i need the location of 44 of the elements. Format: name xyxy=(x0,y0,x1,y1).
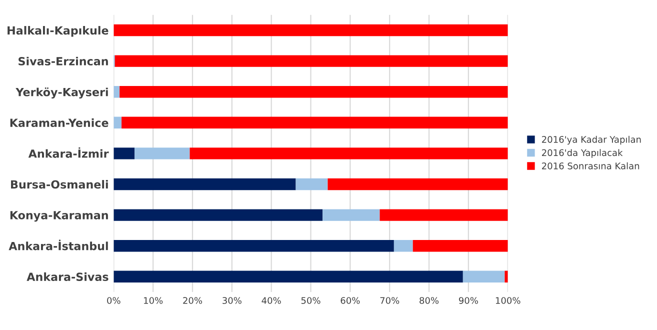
y-tick-label: Ankara-İstanbul xyxy=(8,240,108,250)
x-tick-label: 80% xyxy=(420,297,439,304)
x-tick-label: 90% xyxy=(458,297,478,304)
legend-label: 2016 Sonrasına Kalan xyxy=(542,162,640,170)
bar xyxy=(380,209,508,221)
bar xyxy=(114,55,508,67)
bar xyxy=(122,116,508,128)
x-tick-label: 30% xyxy=(222,297,242,304)
y-tick-label: Sivas-Erzincan xyxy=(18,56,108,66)
bar xyxy=(296,178,328,190)
x-tick-label: 60% xyxy=(340,297,360,304)
bar xyxy=(504,270,508,282)
y-tick-label: Bursa-Osmaneli xyxy=(11,180,108,189)
bar xyxy=(114,240,394,252)
x-tick-label: 10% xyxy=(144,297,163,304)
bar xyxy=(114,24,508,36)
bar xyxy=(412,240,508,252)
bar xyxy=(394,240,413,252)
y-tick-label: Karaman-Yenice xyxy=(10,118,108,128)
y-tick-label: Ankara-İzmir xyxy=(28,147,109,158)
legend-label: 2016'ya Kadar Yapılan xyxy=(542,136,641,145)
x-tick-label: 100% xyxy=(496,297,520,304)
bar xyxy=(134,148,190,160)
bar xyxy=(120,86,508,98)
y-tick-label: Halkalı-Kapıkule xyxy=(8,26,108,37)
x-tick-label: 20% xyxy=(183,297,202,304)
y-tick-label: Ankara-Sivas xyxy=(26,272,108,282)
bar xyxy=(114,86,120,98)
bar xyxy=(114,178,296,190)
bar xyxy=(114,270,463,282)
bar xyxy=(114,148,135,160)
bar xyxy=(190,148,508,160)
bar xyxy=(322,209,380,221)
x-tick-label: 0% xyxy=(107,297,120,304)
x-tick-label: 70% xyxy=(380,297,400,304)
x-tick-label: 40% xyxy=(262,297,281,304)
bar xyxy=(328,178,508,190)
bar xyxy=(462,270,505,282)
legend-label: 2016'da Yapılacak xyxy=(542,149,623,158)
y-tick-label: Yerköy-Kayseri xyxy=(16,88,108,99)
x-tick-label: 50% xyxy=(301,297,320,304)
bar xyxy=(114,116,122,128)
bar xyxy=(114,209,323,221)
y-tick-label: Konya-Karaman xyxy=(10,211,108,222)
